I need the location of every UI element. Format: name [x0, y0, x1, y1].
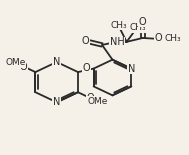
Text: N: N — [53, 97, 60, 107]
Text: O: O — [82, 36, 90, 46]
Text: N: N — [128, 64, 135, 74]
Text: CH₃: CH₃ — [110, 21, 127, 30]
Text: O: O — [19, 62, 27, 72]
Text: O: O — [83, 62, 91, 73]
Text: CH₃: CH₃ — [130, 23, 146, 32]
Text: O: O — [86, 93, 94, 103]
Text: O: O — [138, 17, 146, 27]
Text: NH: NH — [110, 37, 124, 47]
Text: OMe: OMe — [88, 97, 108, 106]
Text: N: N — [53, 57, 60, 67]
Text: OMe: OMe — [5, 58, 26, 67]
Text: O: O — [155, 33, 162, 43]
Text: CH₃: CH₃ — [164, 34, 181, 43]
